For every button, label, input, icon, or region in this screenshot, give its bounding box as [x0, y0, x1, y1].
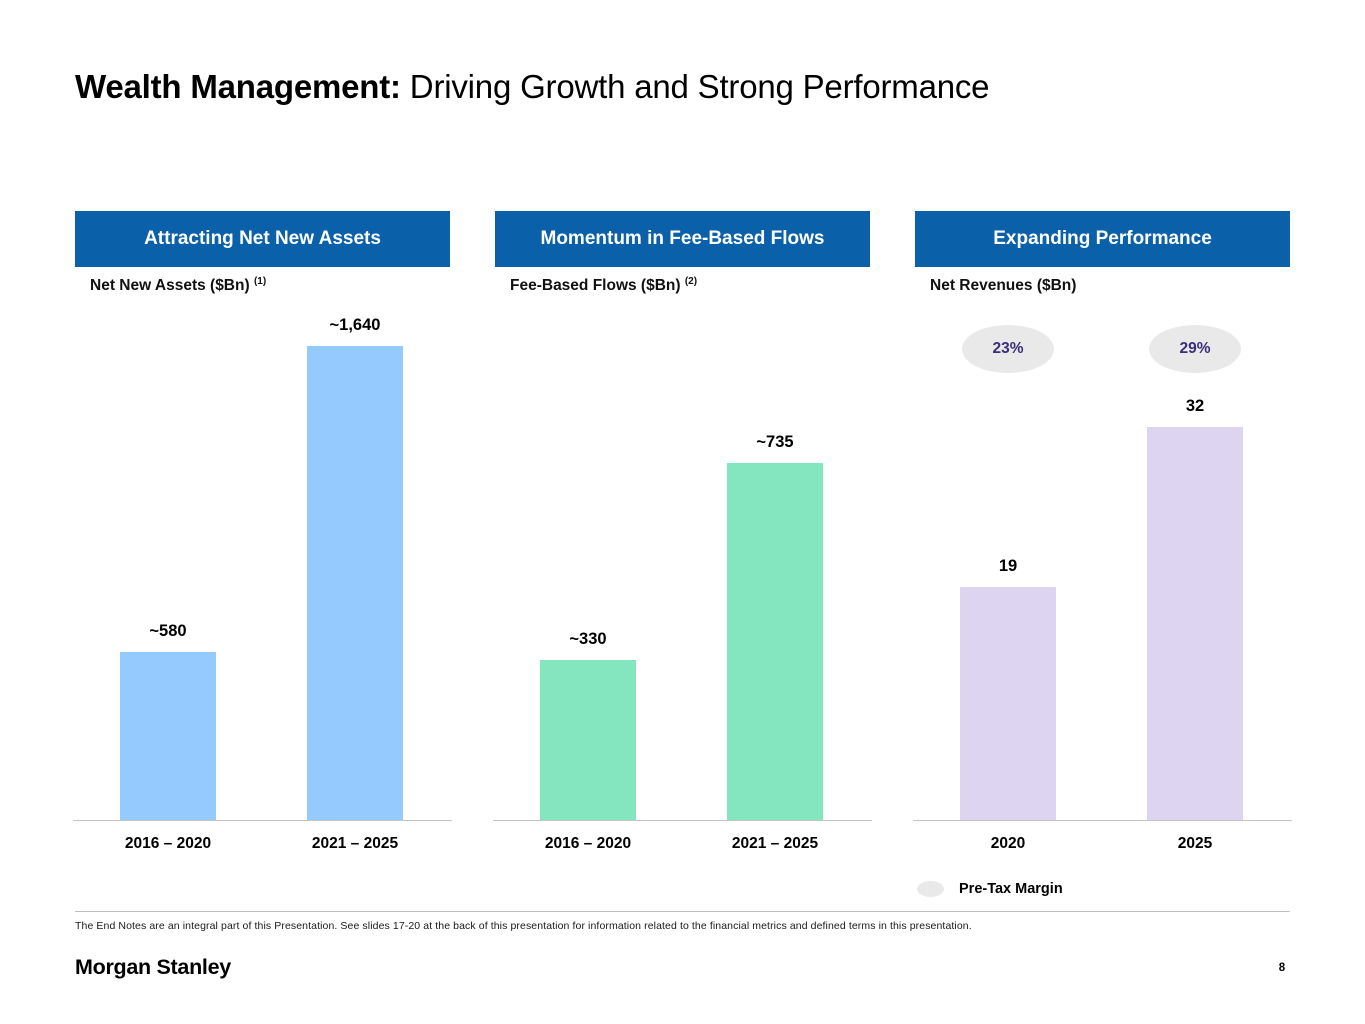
- panel-fee-based-flows: ~330 ~735 Momentum in Fee-Based Flows Fe…: [493, 211, 872, 911]
- x-axis-label: 2021 – 2025: [311, 835, 399, 852]
- value-label: ~330: [569, 630, 607, 648]
- bar-2021-2025: [307, 346, 403, 820]
- value-label: ~580: [149, 622, 187, 640]
- slide-title-bold: Wealth Management:: [75, 68, 401, 105]
- x-axis-label: 2020: [990, 835, 1026, 852]
- pretax-margin-value: 23%: [992, 340, 1024, 357]
- value-label: ~1,640: [329, 316, 381, 334]
- panel-header-label: Expanding Performance: [993, 228, 1212, 249]
- pretax-margin-badge-2025: 29%: [1149, 325, 1241, 373]
- legend-label: Pre-Tax Margin: [959, 881, 1063, 897]
- chart-title-fee-based-flows: Fee-Based Flows ($Bn) (2): [510, 275, 698, 295]
- chart-net-revenues: 19 32: [913, 211, 1292, 821]
- bar-2016-2020: [540, 660, 636, 820]
- x-axis-label: 2016 – 2020: [544, 835, 632, 852]
- x-axis-line: [913, 820, 1292, 821]
- legend-oval-icon: [917, 881, 944, 897]
- chart-title-text: Fee-Based Flows ($Bn): [510, 277, 681, 294]
- panel-header-label: Attracting Net New Assets: [144, 228, 381, 249]
- panel-expanding-performance: 19 32 Expanding Performance Net Revenues…: [913, 211, 1292, 911]
- panel-header-momentum-fee-based-flows: Momentum in Fee-Based Flows: [495, 211, 870, 267]
- footnote: The End Notes are an integral part of th…: [75, 920, 972, 932]
- bar-2021-2025: [727, 463, 823, 820]
- chart-title-net-new-assets: Net New Assets ($Bn) (1): [90, 275, 267, 295]
- chart-title-net-revenues: Net Revenues ($Bn): [930, 277, 1076, 295]
- morgan-stanley-logo: Morgan Stanley: [75, 955, 231, 979]
- pretax-margin-badge-2020: 23%: [962, 325, 1054, 373]
- bar-2016-2020: [120, 652, 216, 820]
- panel-header-attracting-net-new-assets: Attracting Net New Assets: [75, 211, 450, 267]
- footnote-ref-2: (2): [684, 275, 698, 287]
- panel-header-label: Momentum in Fee-Based Flows: [540, 228, 825, 249]
- page-number: 8: [1278, 962, 1286, 974]
- x-axis-label: 2016 – 2020: [124, 835, 212, 852]
- value-label: ~735: [756, 433, 794, 451]
- panel-header-expanding-performance: Expanding Performance: [915, 211, 1290, 267]
- value-label: 19: [998, 557, 1018, 575]
- chart-title-text: Net Revenues ($Bn): [930, 277, 1077, 294]
- value-label: 32: [1185, 397, 1205, 415]
- footnote-divider: [75, 911, 1290, 912]
- panel-net-new-assets: ~580 ~1,640 Attracting Net New Assets Ne…: [73, 211, 452, 911]
- legend-pretax-margin: Pre-Tax Margin: [917, 881, 1063, 897]
- bar-2025: [1147, 427, 1243, 820]
- bar-2020: [960, 587, 1056, 820]
- chart-fee-based-flows: ~330 ~735: [493, 211, 872, 821]
- x-axis-label: 2021 – 2025: [731, 835, 819, 852]
- chart-title-text: Net New Assets ($Bn): [90, 277, 250, 294]
- slide-title: Wealth Management: Driving Growth and St…: [75, 68, 990, 106]
- chart-net-new-assets: ~580 ~1,640: [73, 211, 452, 821]
- slide-title-rest: Driving Growth and Strong Performance: [400, 68, 990, 105]
- pretax-margin-value: 29%: [1179, 340, 1211, 357]
- x-axis-line: [493, 820, 872, 821]
- x-axis-label: 2025: [1177, 835, 1213, 852]
- x-axis-line: [73, 820, 452, 821]
- footnote-ref-1: (1): [253, 275, 267, 287]
